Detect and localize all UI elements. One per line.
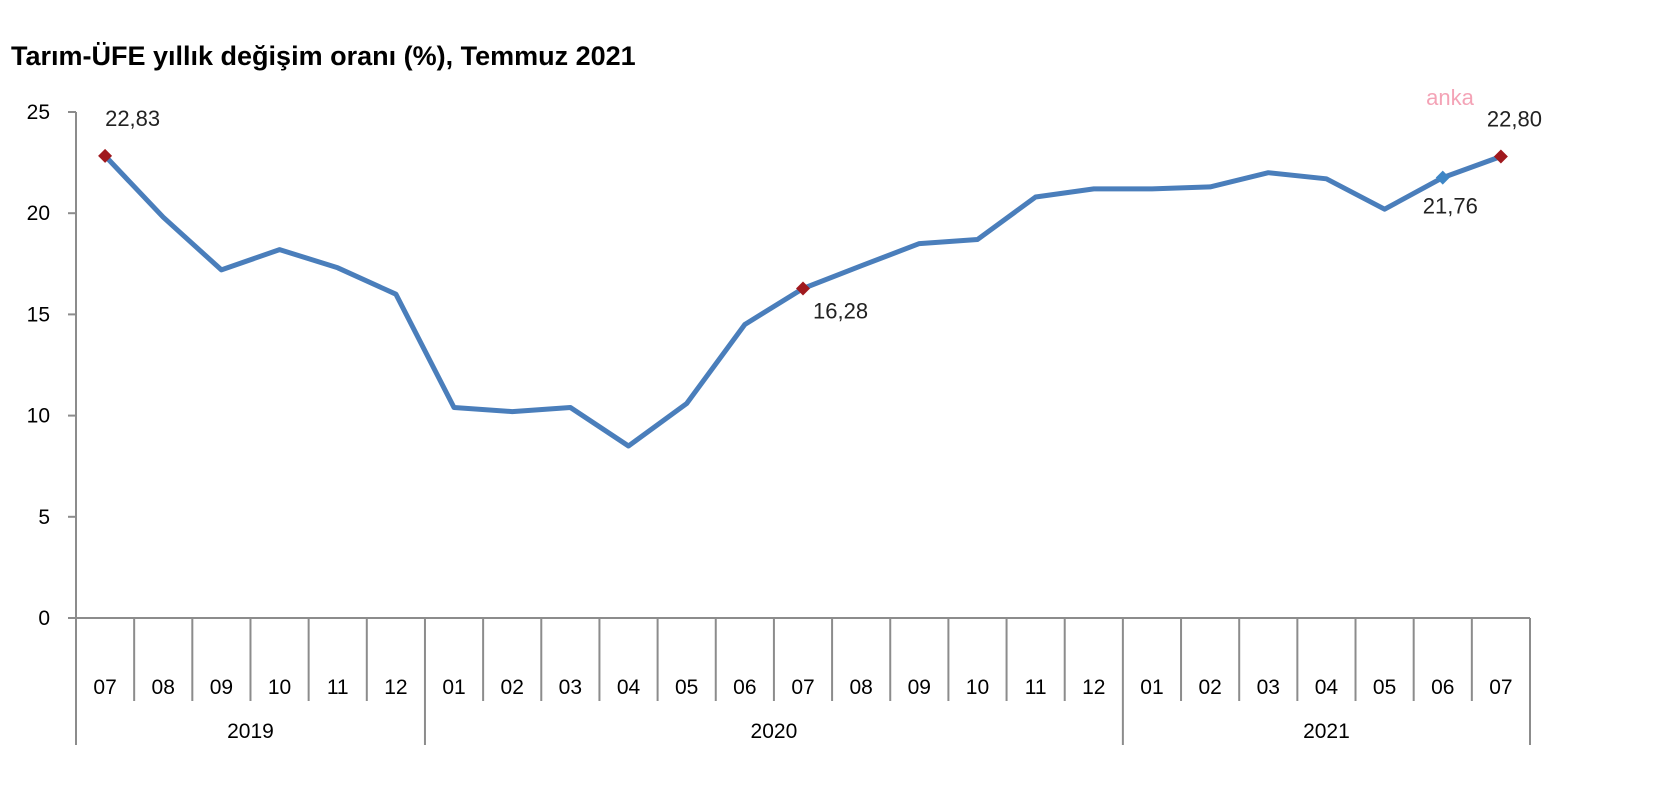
y-tick-label: 5: [38, 506, 50, 529]
x-tick-label: 06: [733, 676, 756, 699]
x-tick-label: 11: [1025, 676, 1047, 699]
x-tick-label: 09: [908, 676, 931, 699]
x-tick-label: 08: [152, 676, 175, 699]
x-tick-label: 07: [791, 676, 814, 699]
y-tick-label: 20: [27, 202, 50, 225]
data-label: 21,76: [1423, 194, 1478, 219]
year-group-label: 2019: [227, 720, 274, 743]
x-tick-label: 03: [1257, 676, 1280, 699]
chart-title: Tarım-ÜFE yıllık değişim oranı (%), Temm…: [11, 41, 636, 71]
x-tick-label: 04: [617, 676, 641, 699]
watermark: anka: [1426, 85, 1474, 110]
x-tick-label: 10: [966, 676, 989, 699]
x-tick-label: 07: [93, 676, 116, 699]
y-tick-label: 10: [27, 405, 50, 428]
y-tick-label: 25: [27, 101, 50, 124]
x-tick-label: 12: [384, 676, 407, 699]
highlight-marker: [98, 148, 113, 163]
y-tick-label: 15: [27, 303, 50, 326]
highlight-marker: [796, 281, 810, 296]
year-group-label: 2020: [751, 720, 798, 743]
x-tick-label: 02: [1198, 676, 1221, 699]
x-tick-label: 07: [1489, 676, 1512, 699]
series-line: [102, 153, 1504, 449]
x-tick-label: 06: [1431, 676, 1454, 699]
data-label: 22,80: [1487, 107, 1542, 132]
x-tick-label: 05: [1373, 676, 1396, 699]
x-tick-label: 03: [559, 676, 582, 699]
highlight-marker: [1493, 149, 1508, 164]
data-label: 22,83: [105, 106, 160, 131]
x-tick-label: 11: [327, 676, 349, 699]
data-label: 16,28: [813, 298, 868, 323]
x-tick-label: 01: [1140, 676, 1163, 699]
x-tick-label: 12: [1082, 676, 1105, 699]
x-tick-label: 08: [849, 676, 872, 699]
year-group-label: 2021: [1303, 720, 1350, 743]
chart-series: [102, 153, 1504, 449]
x-tick-label: 10: [268, 676, 291, 699]
y-tick-label: 0: [38, 607, 50, 630]
x-tick-label: 04: [1315, 676, 1339, 699]
x-tick-label: 05: [675, 676, 698, 699]
chart-data-labels: 22,83 16,28 21,76 22,80: [98, 106, 1542, 323]
highlight-marker: [1435, 170, 1450, 185]
x-tick-label: 01: [442, 676, 465, 699]
x-tick-label: 09: [210, 676, 233, 699]
x-tick-label: 02: [501, 676, 524, 699]
